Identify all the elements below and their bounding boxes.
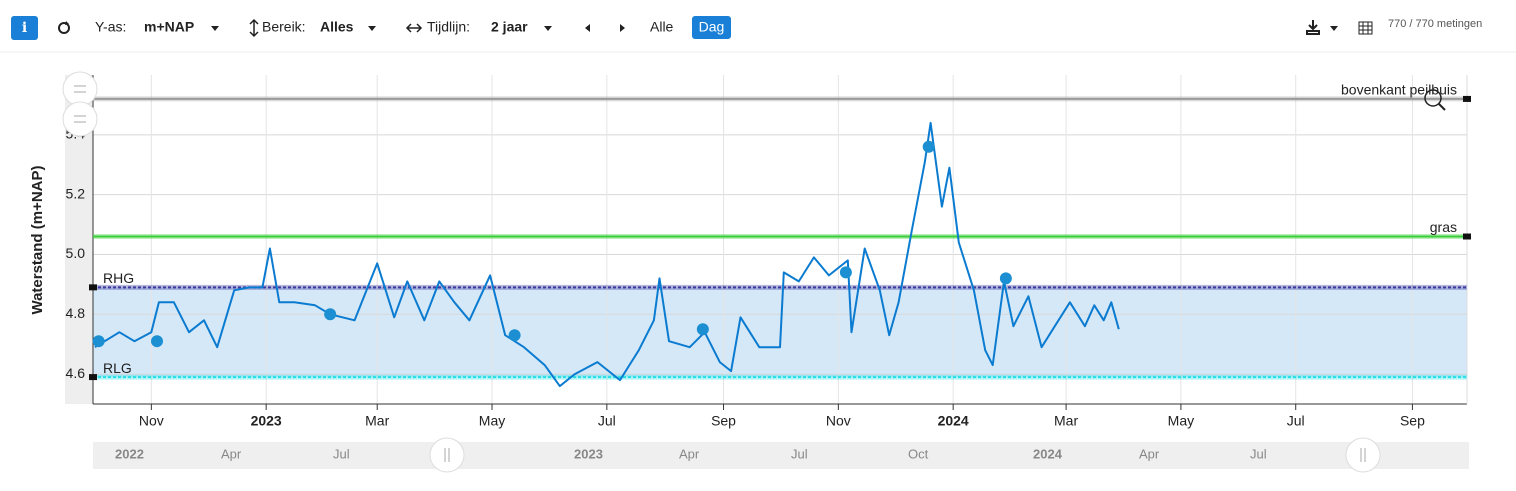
reference-label: bovenkant peilbuis [1341, 82, 1457, 98]
x-tick-label: Mar [365, 413, 389, 429]
y-axis-value[interactable]: m+NAP [144, 19, 194, 35]
reference-end [1463, 233, 1471, 240]
range-value[interactable]: Alles [320, 19, 354, 35]
plot: 4.64.85.05.25.4Nov2023MarMayJulSepNov202… [66, 75, 1471, 429]
x-tick-label: May [479, 413, 505, 429]
zoom-icon[interactable] [1424, 89, 1446, 111]
x-tick-label: Sep [711, 413, 736, 429]
dropdown-caret [544, 26, 552, 31]
water-level-line [94, 121, 1120, 388]
navigator-label: Jul [1250, 446, 1267, 461]
y-axis-label: Y-as: [95, 19, 126, 35]
measurement-point [839, 266, 852, 279]
x-tick-label: Nov [139, 413, 164, 429]
navigator-handle[interactable] [429, 437, 465, 473]
y-tick-label: 5.0 [66, 245, 86, 261]
timeline-value[interactable]: 2 jaar [491, 19, 528, 35]
x-tick-label: Jul [598, 413, 616, 429]
measurement-point [999, 272, 1012, 285]
next-button[interactable] [620, 24, 625, 32]
day-button[interactable]: Dag [699, 19, 725, 35]
reference-end [89, 284, 97, 291]
reference-label: RLG [103, 360, 132, 376]
navigator-label: Oct [908, 446, 929, 461]
measurement-point [508, 329, 521, 342]
measurement-point [92, 335, 105, 348]
navigator-label: 2024 [1033, 446, 1063, 461]
navigator[interactable] [93, 442, 1469, 469]
download-button[interactable] [1306, 20, 1338, 35]
table-button[interactable] [1358, 21, 1373, 35]
previous-button[interactable] [585, 24, 590, 32]
drag-handle[interactable] [62, 71, 98, 107]
reference-label: gras [1430, 219, 1457, 235]
measurement-point [922, 140, 935, 153]
measurement-point [696, 323, 709, 336]
x-tick-label: 2023 [251, 413, 282, 429]
x-tick-label: Sep [1400, 413, 1425, 429]
reference-label: RHG [103, 270, 134, 286]
y-axis-title: Waterstand (m+NAP) [29, 165, 46, 314]
navigator-label: Apr [221, 446, 242, 461]
range-icon [249, 18, 259, 38]
navigator-label: 2023 [574, 446, 603, 461]
all-button[interactable]: Alle [650, 19, 674, 35]
navigator-label: Apr [1139, 446, 1160, 461]
measurement-point [150, 335, 163, 348]
refresh-button[interactable] [58, 21, 70, 34]
x-tick-label: Jul [1287, 413, 1305, 429]
navigator-label: Jul [791, 446, 808, 461]
range-label: Bereik: [262, 19, 306, 35]
y-tick-label: 5.2 [66, 185, 86, 201]
navigator-handle[interactable] [1345, 437, 1381, 473]
timeline-icon [405, 23, 423, 33]
measurement-count: 770 / 770 metingen [1388, 18, 1482, 30]
timeline-label: Tijdlijn: [427, 19, 470, 35]
reference-end [89, 374, 97, 381]
drag-handle[interactable] [62, 101, 98, 137]
info-button[interactable] [11, 16, 38, 40]
dropdown-caret [368, 26, 376, 31]
navigator-label: Apr [679, 446, 700, 461]
navigator-label: 2022 [115, 446, 144, 461]
y-tick-label: 4.8 [66, 305, 86, 321]
info-icon: i [22, 20, 27, 36]
navigator-label: Jul [333, 446, 350, 461]
reference-end [1463, 95, 1471, 102]
x-tick-label: Mar [1054, 413, 1078, 429]
y-tick-label: 4.6 [66, 365, 86, 381]
day-button-bg[interactable] [692, 16, 731, 39]
x-tick-label: 2024 [938, 413, 969, 429]
dropdown-caret [211, 26, 219, 31]
x-tick-label: Nov [826, 413, 851, 429]
measurement-point [324, 308, 337, 321]
x-tick-label: May [1168, 413, 1194, 429]
